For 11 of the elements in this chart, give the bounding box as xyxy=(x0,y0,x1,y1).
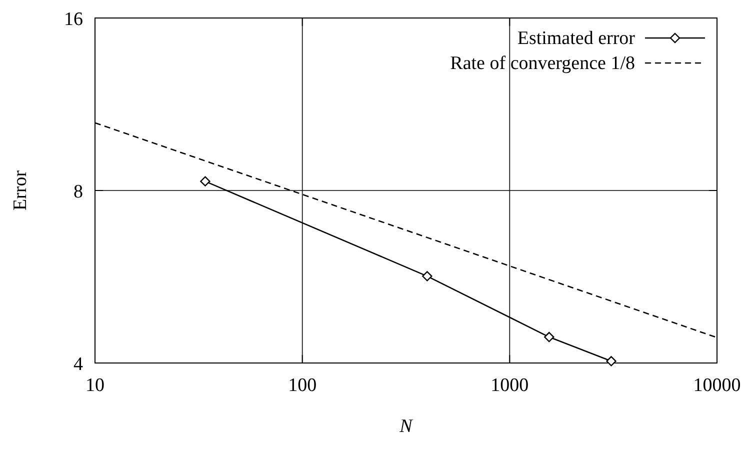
x-tick-label: 10000 xyxy=(693,375,741,396)
x-tick-label: 100 xyxy=(288,375,317,396)
y-tick-label: 4 xyxy=(74,354,84,375)
x-tick-label: 1000 xyxy=(490,375,529,396)
legend-label: Rate of convergence 1/8 xyxy=(450,53,635,74)
y-axis-title: Error xyxy=(10,170,31,211)
y-tick-label: 8 xyxy=(74,182,83,202)
legend-label: Estimated error xyxy=(517,28,636,49)
y-tick-label: 16 xyxy=(64,9,83,30)
x-tick-label: 10 xyxy=(86,375,104,396)
x-axis-title: N xyxy=(398,416,414,437)
